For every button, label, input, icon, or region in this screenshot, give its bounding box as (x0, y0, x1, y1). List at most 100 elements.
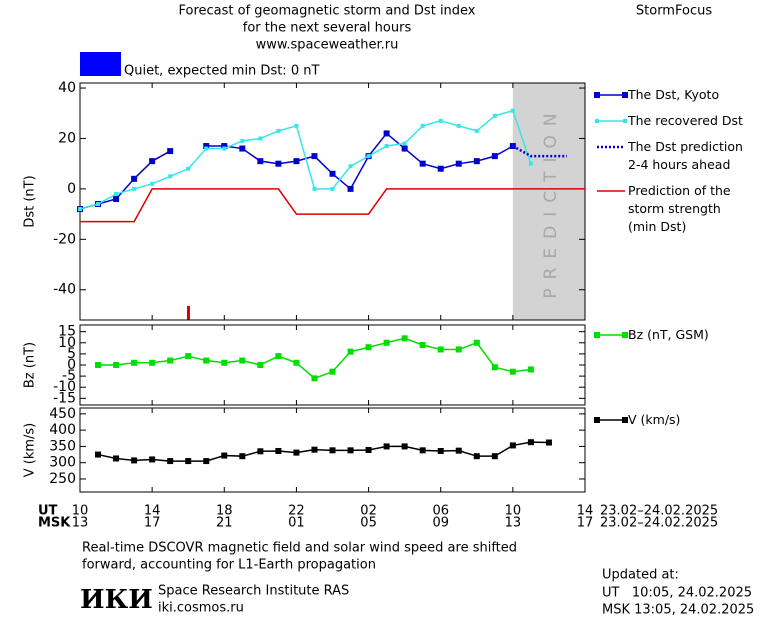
y-tick-label: 350 (49, 438, 76, 454)
point (365, 344, 372, 351)
point (527, 439, 534, 446)
legend-marker (594, 92, 600, 98)
point (132, 186, 137, 191)
point (329, 447, 336, 454)
point (131, 359, 138, 366)
series-line (98, 337, 531, 380)
point (491, 453, 498, 460)
point (168, 174, 173, 179)
point (239, 145, 246, 152)
y-tick-label: 5 (67, 346, 76, 362)
point (113, 455, 120, 462)
point (203, 458, 210, 465)
y-tick-label: -10 (53, 379, 76, 395)
brand: StormFocus (636, 4, 712, 19)
y-tick-label: -15 (53, 390, 76, 406)
point (95, 362, 102, 368)
x-tick-label: 22 (288, 504, 305, 519)
point (311, 153, 318, 160)
point (240, 138, 245, 143)
point (347, 348, 354, 355)
point (293, 449, 300, 456)
point (113, 362, 120, 368)
point (150, 181, 155, 186)
point (276, 128, 281, 133)
legend-marker (594, 332, 600, 338)
y-tick-label: -20 (53, 231, 76, 247)
legend-label: The Dst prediction 2-4 hours ahead (628, 139, 743, 172)
date-range: 23.02–24.02.2025 (600, 516, 718, 531)
x-tick-label: 05 (360, 516, 377, 531)
prediction-label: PREDICTION (541, 104, 561, 298)
point (167, 148, 174, 155)
point (455, 346, 462, 353)
point (293, 158, 300, 165)
point (437, 447, 444, 454)
point (473, 453, 480, 460)
point (95, 451, 102, 458)
point (167, 458, 174, 465)
series-line (97, 441, 549, 462)
point (275, 353, 282, 360)
point (149, 359, 156, 366)
point (222, 146, 227, 151)
point (455, 160, 462, 167)
x-row-label: MSK (38, 516, 71, 531)
legend-label: The Dst, Kyoto (628, 87, 720, 102)
point (474, 128, 479, 133)
point (185, 353, 192, 360)
point (204, 146, 209, 151)
series-line (80, 188, 585, 223)
legend-marker (622, 332, 628, 338)
updated: Updated at: (602, 568, 679, 583)
x-tick-label: 09 (432, 516, 449, 531)
point (510, 108, 515, 113)
y-tick-label: 20 (58, 130, 76, 146)
point (330, 186, 335, 191)
x-tick-label: 10 (505, 504, 522, 519)
status: Quiet, expected min Dst: 0 nT (124, 64, 319, 79)
point (492, 113, 497, 118)
point (78, 207, 82, 212)
point (293, 359, 300, 366)
point (473, 158, 480, 165)
legend-marker (622, 92, 628, 98)
logo: ИКИ (80, 585, 153, 615)
y-tick-label: 10 (58, 335, 76, 351)
point (509, 442, 516, 449)
legend-marker (594, 417, 600, 423)
date-range: 23.02–24.02.2025 (600, 504, 718, 519)
status-box (80, 52, 121, 76)
x-tick-label: 18 (216, 504, 233, 519)
point (96, 202, 101, 207)
legend-marker (595, 119, 599, 123)
plot-frame (79, 82, 586, 321)
prediction-region (512, 83, 585, 320)
point (257, 448, 264, 455)
note: forward, accounting for L1-Earth propaga… (82, 558, 376, 573)
point (311, 446, 318, 453)
legend-marker (622, 417, 628, 423)
point (258, 136, 263, 141)
point (239, 453, 246, 460)
point (114, 191, 119, 196)
series-line (512, 144, 567, 158)
y-tick-label: 450 (49, 406, 76, 422)
updated: MSK 13:05, 24.02.2025 (602, 603, 754, 618)
x-tick-label: 10 (72, 504, 89, 519)
legend-label: The recovered Dst (628, 113, 743, 128)
series-line (79, 109, 532, 210)
point (113, 195, 120, 202)
point (131, 175, 138, 182)
title: Forecast of geomagnetic storm and Dst in… (178, 4, 475, 19)
legend-marker (623, 119, 627, 123)
series-line (79, 132, 514, 210)
x-tick-label: 14 (577, 504, 594, 519)
org: Space Research Institute RAS (158, 584, 349, 599)
y-axis-title: Bz (nT) (23, 342, 38, 388)
x-tick-label: 21 (216, 516, 233, 531)
point (438, 118, 443, 123)
point (545, 439, 552, 446)
point (401, 145, 408, 152)
point (294, 123, 299, 128)
